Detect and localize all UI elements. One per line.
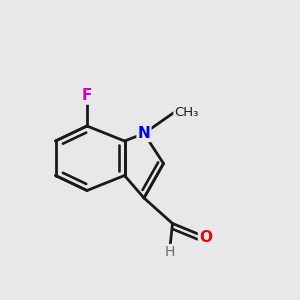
Text: O: O bbox=[199, 230, 212, 244]
Text: F: F bbox=[82, 88, 92, 104]
Text: H: H bbox=[164, 245, 175, 259]
Text: CH₃: CH₃ bbox=[174, 106, 198, 119]
Text: N: N bbox=[138, 126, 150, 141]
